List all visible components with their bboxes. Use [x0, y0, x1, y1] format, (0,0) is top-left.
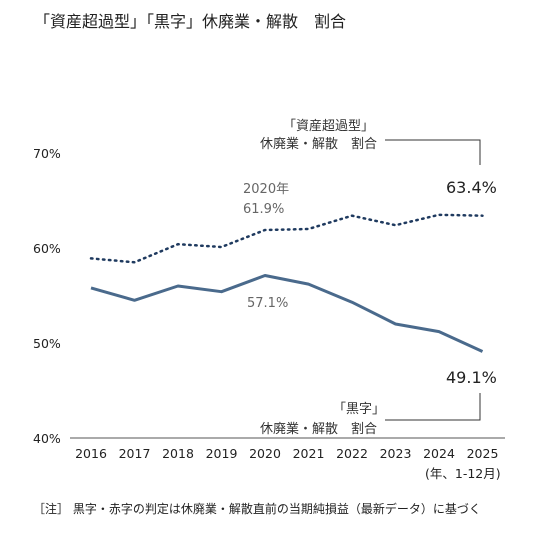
y-tick-label: 60% — [33, 241, 61, 256]
x-tick-label: 2020 — [249, 446, 281, 461]
data-label-last-value: 63.4% — [446, 178, 497, 197]
series-line-profitable — [90, 274, 484, 353]
series-label-line: 休廃業・解散 割合 — [260, 136, 377, 152]
y-tick-label: 50% — [33, 336, 61, 351]
x-tick-label: 2022 — [336, 446, 368, 461]
series-label-line: 休廃業・解散 割合 — [260, 421, 377, 437]
series-line-asset-excess — [89, 213, 484, 264]
series-label-line: 「黒字」 — [333, 402, 385, 417]
x-tick-label: 2025 — [467, 446, 499, 461]
x-tick-label: 2016 — [75, 446, 107, 461]
x-axis-unit: (年、1-12月) — [425, 466, 501, 481]
y-tick-labels: 70% 60% 50% 40% — [33, 146, 61, 446]
chart-title: 「資産超過型」「黒字」休廃業・解散 割合 — [34, 12, 346, 31]
series-label-asset-excess: 「資産超過型」 休廃業・解散 割合 — [260, 118, 377, 152]
data-label-value: 57.1% — [247, 296, 288, 311]
footnote: ［注］ 黒字・赤字の判定は休廃業・解散直前の当期純損益（最新データ）に基づく — [33, 501, 481, 516]
series-label-profitable: 「黒字」 休廃業・解散 割合 — [260, 402, 385, 437]
series-label-connector — [385, 393, 481, 421]
y-tick-label: 40% — [33, 431, 61, 446]
series-label-line: 「資産超過型」 — [283, 118, 374, 134]
x-tick-labels: 2016 2017 2018 2019 2020 2021 2022 2023 2024 2025 — [75, 446, 498, 461]
x-tick-label: 2018 — [162, 446, 194, 461]
x-tick-label: 2021 — [293, 446, 325, 461]
x-tick-label: 2017 — [119, 446, 151, 461]
series-label-connector — [385, 139, 481, 165]
x-tick-label: 2023 — [380, 446, 412, 461]
x-tick-label: 2019 — [206, 446, 238, 461]
x-tick-label: 2024 — [423, 446, 455, 461]
data-label-year: 2020年 — [243, 182, 289, 197]
y-tick-label: 70% — [33, 146, 61, 161]
data-label-last-value: 49.1% — [446, 368, 497, 387]
data-label-value: 61.9% — [243, 202, 284, 217]
